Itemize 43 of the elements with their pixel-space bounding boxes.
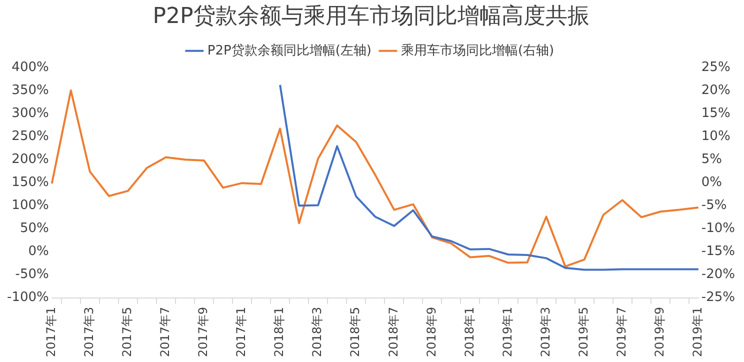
y2-tick-label: 5% bbox=[701, 152, 722, 167]
y-tick-label: 0% bbox=[28, 244, 49, 260]
y2-tick-label: -5% bbox=[701, 198, 727, 214]
legend-label: 乘用车市场同比增幅(右轴) bbox=[400, 43, 554, 58]
x-tick-label: 2019年9 bbox=[652, 306, 667, 358]
y-tick-label: 250% bbox=[12, 128, 49, 144]
y-tick-label: 400% bbox=[12, 60, 49, 75]
y2-tick-label: -20% bbox=[701, 267, 736, 282]
x-tick-label: 2018年9 bbox=[424, 306, 438, 358]
x-tick-label: 2017年1 bbox=[234, 306, 248, 358]
x-tick-label: 2018年3 bbox=[310, 306, 324, 358]
x-tick-label: 2018年1 bbox=[462, 306, 476, 358]
y2-tick-label: -10% bbox=[701, 221, 736, 236]
x-tick-label: 2017年7 bbox=[158, 306, 172, 358]
y2-tick-label: 10% bbox=[701, 128, 730, 144]
y-tick-label: 300% bbox=[12, 106, 49, 121]
x-tick-label: 2019年5 bbox=[576, 306, 590, 358]
y-tick-label: 100% bbox=[12, 198, 49, 214]
y2-tick-label: -15% bbox=[701, 244, 736, 260]
x-tick-label: 2017年9 bbox=[196, 306, 210, 358]
x-tick-label: 2019年1 bbox=[500, 306, 514, 358]
x-tick-label: 2018年5 bbox=[348, 306, 362, 358]
x-tick-label: 2017年3 bbox=[82, 306, 96, 358]
y-tick-label: -50% bbox=[15, 267, 49, 282]
y-tick-label: 150% bbox=[12, 174, 49, 190]
y2-tick-label: 20% bbox=[701, 82, 730, 98]
x-tick-label: 2019年3 bbox=[538, 306, 552, 358]
y-tick-label: -100% bbox=[6, 290, 49, 306]
y-tick-label: 50% bbox=[20, 221, 49, 236]
y2-tick-label: 0% bbox=[701, 174, 722, 190]
y2-tick-label: 15% bbox=[701, 106, 730, 121]
legend-label: P2P贷款余额同比增幅(左轴) bbox=[207, 43, 372, 58]
x-tick-label: 2018年7 bbox=[386, 306, 400, 358]
x-tick-label: 2019年1 bbox=[690, 306, 705, 358]
y-tick-label: 350% bbox=[12, 82, 49, 98]
x-tick-label: 2017年1 bbox=[44, 306, 58, 358]
y2-tick-label: -25% bbox=[701, 290, 736, 306]
x-tick-label: 2019年7 bbox=[614, 306, 628, 358]
chart-title: P2P贷款余额与乘用车市场同比增幅高度共振 bbox=[152, 4, 590, 29]
y-tick-label: 200% bbox=[12, 152, 49, 167]
y2-tick-label: 25% bbox=[701, 60, 730, 75]
x-tick-label: 2018年1 bbox=[272, 306, 286, 358]
x-tick-label: 2017年5 bbox=[120, 306, 134, 358]
